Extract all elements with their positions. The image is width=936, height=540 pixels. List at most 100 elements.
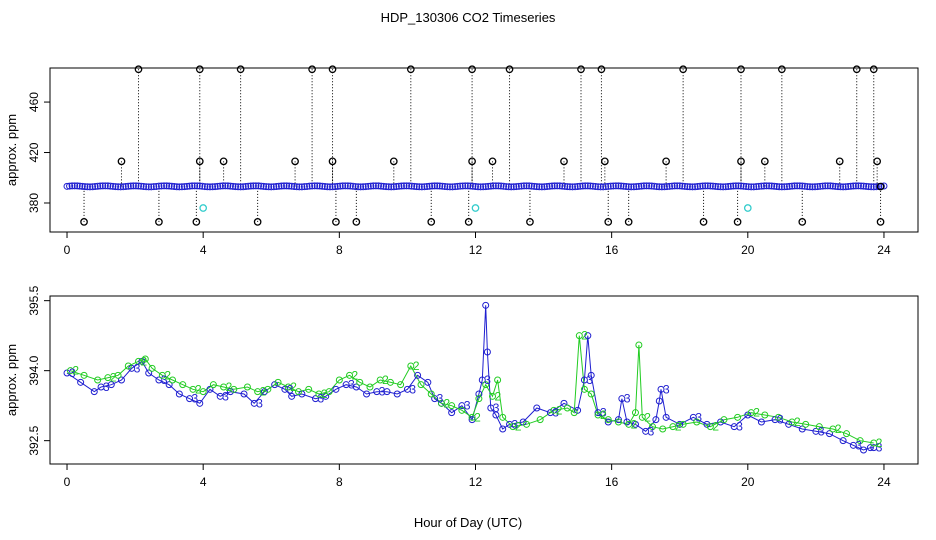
outlier-point [195, 65, 204, 74]
series-circle [584, 332, 592, 340]
baseline-point [344, 182, 352, 190]
series-marker-label: 2 [600, 408, 607, 422]
series-circle [587, 371, 595, 379]
series-circle [424, 378, 432, 386]
x-tick-label: 12 [469, 243, 483, 257]
baseline-point [405, 182, 413, 190]
series-marker-label: 3 [624, 392, 631, 406]
baseline-point [724, 182, 732, 190]
baseline-point [696, 182, 704, 190]
baseline-point [441, 182, 449, 190]
baseline-point [548, 182, 556, 190]
outlier-point [835, 157, 844, 166]
baseline-point [786, 182, 794, 190]
outlier-point [733, 218, 742, 226]
baseline-point [673, 182, 681, 190]
outlier-point [869, 65, 878, 74]
baseline-point [188, 182, 196, 190]
x-tick-label: 24 [877, 243, 891, 257]
series-marker-label: 2 [443, 396, 450, 410]
baseline-point [288, 182, 296, 190]
baseline-point [469, 182, 477, 190]
y-tick-label: 394.0 [27, 355, 41, 385]
x-tick-label: 8 [336, 243, 343, 257]
baseline-point [714, 183, 722, 191]
baseline-point [512, 183, 520, 191]
baseline-point [73, 182, 81, 190]
baseline-point [272, 182, 280, 190]
baseline-point [300, 183, 308, 191]
outlier-point [427, 218, 436, 226]
baseline-point [242, 183, 250, 191]
series-marker-label: 2 [290, 380, 297, 394]
baseline-point [655, 183, 663, 191]
baseline-point [803, 183, 811, 191]
baseline-point [147, 183, 155, 191]
baseline-point [83, 183, 91, 191]
series-circle [448, 402, 456, 410]
baseline-point [155, 182, 163, 190]
baseline-point [454, 182, 462, 190]
baseline-point [660, 183, 668, 191]
outlier-point [155, 218, 163, 226]
series-marker-label: 3 [777, 413, 784, 427]
outlier-point [873, 157, 882, 166]
baseline-point [214, 182, 222, 190]
series-marker-label: 2 [413, 359, 420, 373]
series-marker-label: 2 [794, 415, 801, 429]
bottom-series-circles [63, 301, 878, 454]
baseline-point [426, 182, 434, 190]
series-circle [94, 376, 102, 384]
baseline-point [318, 182, 326, 190]
series-circle [587, 390, 595, 398]
series-circle [141, 355, 149, 363]
series-circle [839, 437, 847, 445]
series-marker-label: 3 [818, 424, 825, 438]
outlier-point [134, 65, 143, 74]
outlier-point [662, 157, 670, 166]
baseline-point [423, 182, 431, 190]
baseline-point [382, 183, 390, 191]
series-circle [209, 381, 217, 389]
baseline-point [377, 182, 385, 190]
series-circle [774, 413, 782, 421]
series-circle [448, 409, 456, 417]
baseline-point [635, 182, 643, 190]
outlier-point [488, 157, 497, 166]
baseline-point [599, 183, 607, 191]
baseline-point [461, 182, 469, 190]
series-circle [417, 381, 425, 389]
baseline-point [801, 182, 809, 190]
series-marker-label: 2 [495, 389, 502, 403]
baseline-point [780, 183, 788, 191]
baseline-point [763, 182, 771, 190]
series-circle [305, 385, 313, 393]
baseline-point [671, 182, 679, 190]
outlier-point [876, 218, 885, 226]
baseline-point [699, 182, 707, 190]
baseline-point [369, 182, 377, 190]
series-circle [652, 416, 660, 424]
baseline-point [842, 183, 850, 191]
baseline-point [408, 182, 416, 190]
baseline-point [372, 182, 380, 190]
baseline-point [643, 182, 651, 190]
baseline-point [252, 182, 260, 190]
baseline-point [637, 182, 645, 190]
baseline-point [683, 183, 691, 191]
outlier-point [328, 157, 337, 166]
baseline-point [385, 183, 393, 191]
baseline-point [142, 183, 150, 191]
series-marker-label: 3 [256, 396, 263, 410]
baseline-point [757, 182, 765, 190]
series-circle [107, 381, 115, 389]
baseline-point [106, 182, 114, 190]
outlier-point [328, 65, 337, 74]
series-circle [155, 376, 163, 384]
baseline-point [191, 182, 199, 190]
baseline-point [180, 183, 188, 191]
baseline-point [247, 182, 255, 190]
series-circle [383, 388, 391, 396]
series-marker-label: 3 [409, 382, 416, 396]
baseline-point [198, 182, 206, 190]
